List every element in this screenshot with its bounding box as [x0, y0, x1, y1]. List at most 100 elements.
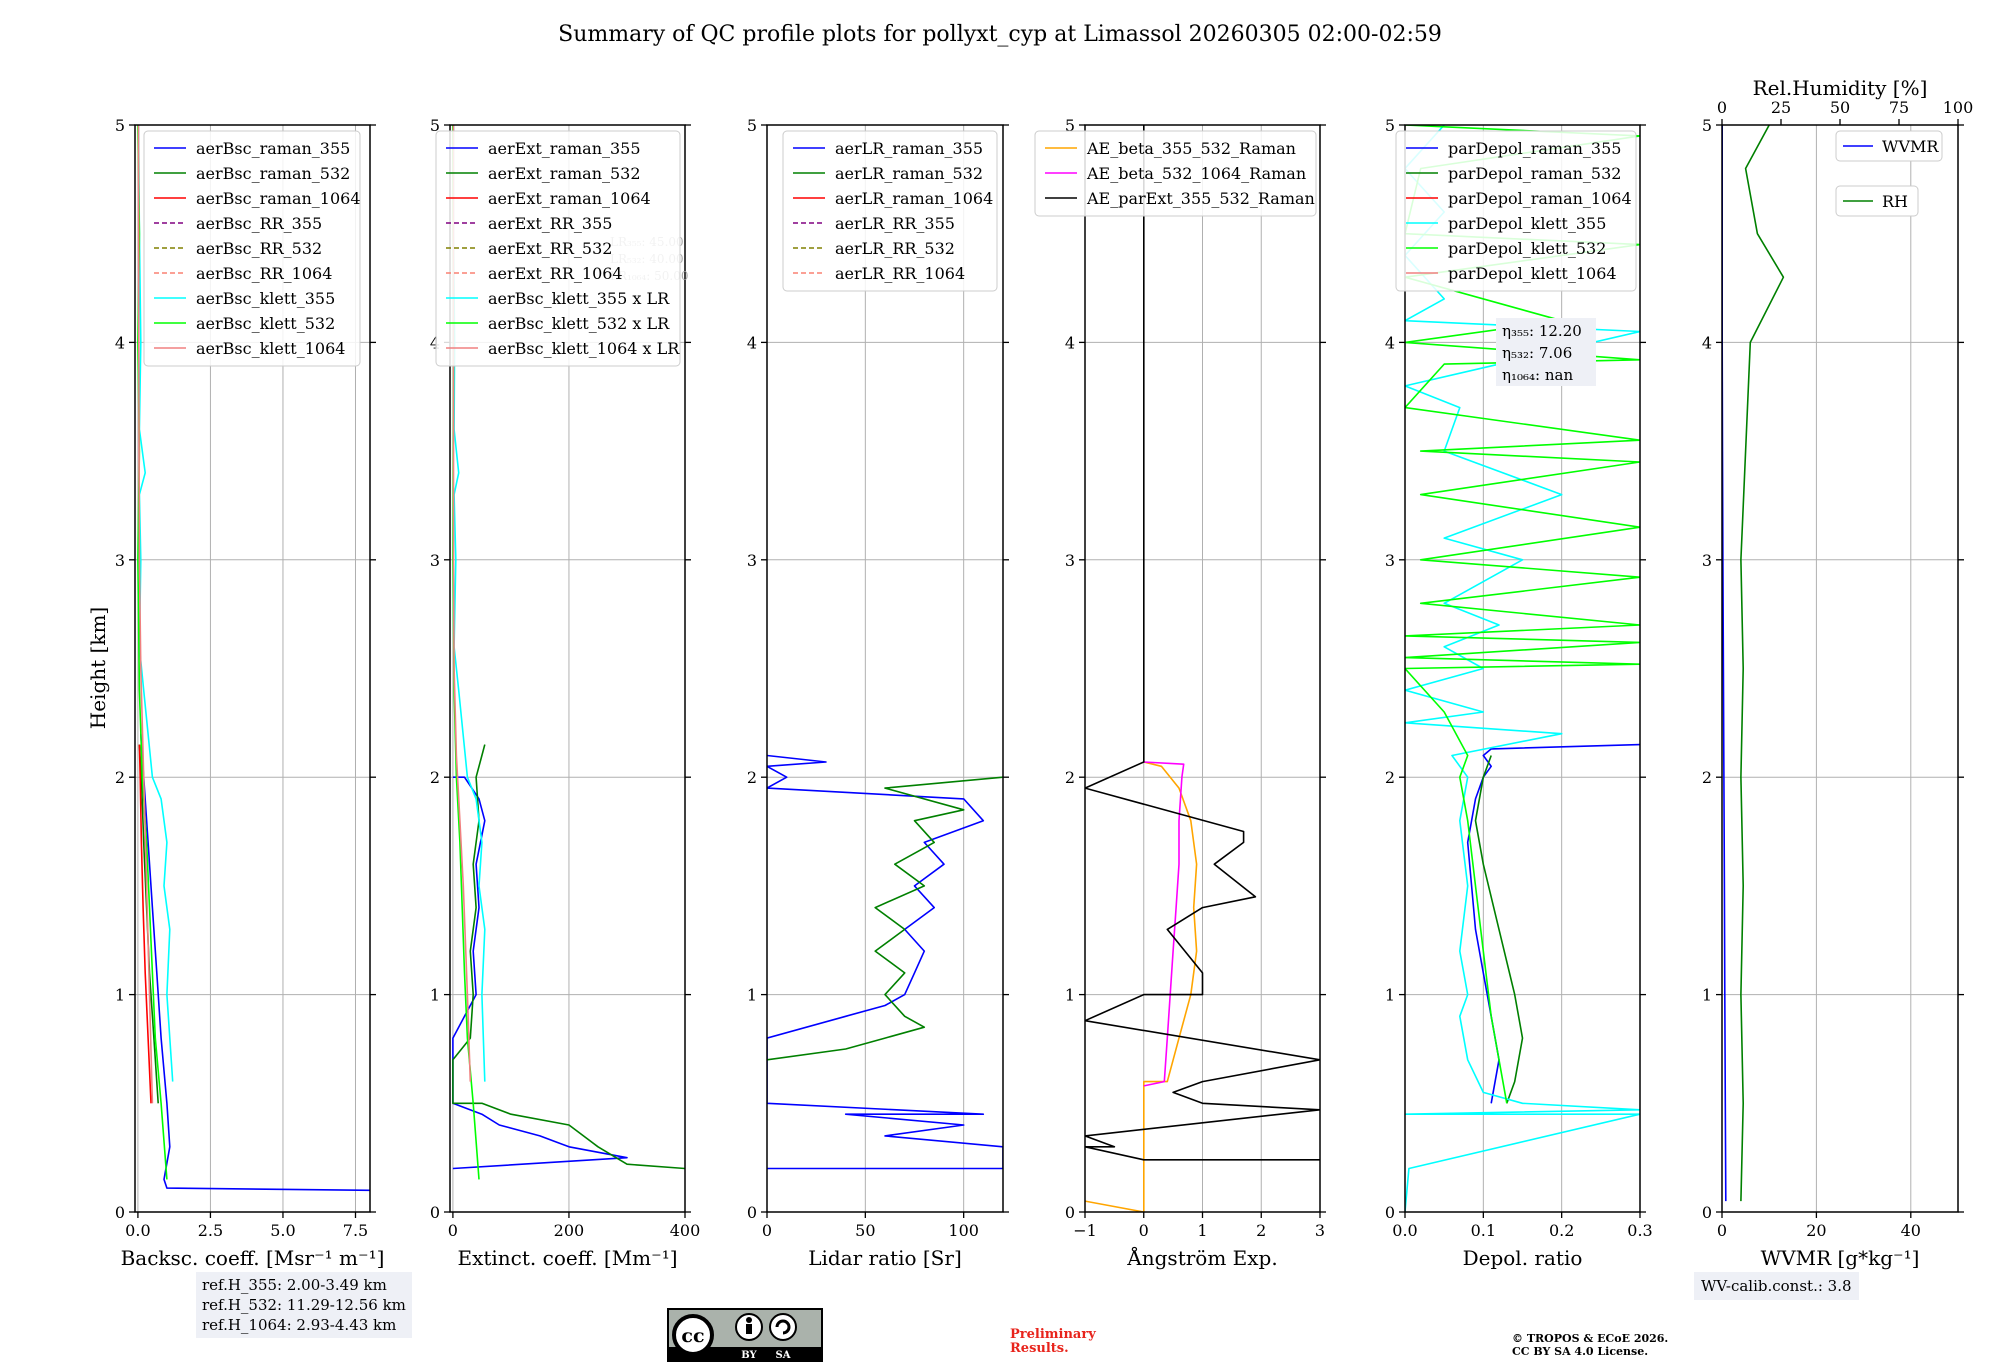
y-tick-label: 5	[1065, 116, 1075, 135]
y-tick-label: 3	[747, 551, 757, 570]
legend-label: aerExt_RR_1064	[488, 264, 623, 283]
series-group	[137, 125, 370, 1192]
series-aerBsc_klett_355 x LR	[452, 125, 486, 1082]
legend-label: aerBsc_raman_532	[196, 164, 350, 183]
y-axis-label: Height [km]	[86, 607, 110, 729]
x-axis-label: Backsc. coeff. [Msr⁻¹ m⁻¹]	[121, 1246, 385, 1270]
y-tick-label: 3	[1065, 551, 1075, 570]
legend-label: aerBsc_RR_355	[196, 214, 322, 233]
y-tick-label: 2	[1385, 768, 1395, 787]
y-tick-label: 0	[1385, 1203, 1395, 1222]
y-tick-label: 2	[1065, 768, 1075, 787]
legend-label: parDepol_raman_1064	[1448, 189, 1632, 208]
x-axis-label: WVMR [g*kg⁻¹]	[1761, 1246, 1920, 1270]
x-tick-label: 0.3	[1627, 1221, 1652, 1240]
share-alike-icon	[769, 1313, 797, 1341]
legend-label: aerBsc_klett_532 x LR	[488, 314, 670, 333]
svg-text:cc: cc	[681, 1325, 704, 1347]
x-tick-label: 100	[948, 1221, 979, 1240]
series-parDepol_raman_355	[1466, 743, 1640, 1104]
legend-label: aerLR_raman_532	[835, 164, 983, 183]
y-tick-label: 4	[1385, 333, 1395, 352]
axes-frame	[1721, 124, 1959, 1213]
legend-label: aerLR_RR_532	[835, 239, 955, 258]
x-tick-label: 0	[1139, 1221, 1149, 1240]
legend-label: AE_beta_532_1064_Raman	[1086, 164, 1306, 183]
legend-box	[1835, 130, 1943, 162]
legend-label: parDepol_raman_532	[1448, 164, 1621, 183]
y-tick-label: 4	[1702, 333, 1712, 352]
y-tick-label: 4	[1065, 333, 1075, 352]
legend: parDepol_raman_355 parDepol_raman_532 parD…	[1395, 130, 1637, 292]
axes-frame	[766, 124, 1004, 1213]
y-tick-label: 3	[1385, 551, 1395, 570]
legend-label: parDepol_klett_355	[1448, 214, 1606, 233]
series-parDepol_raman_532	[1474, 755, 1524, 1104]
legend-label: aerBsc_raman_1064	[196, 189, 361, 208]
x-tick-label: 7.5	[343, 1221, 368, 1240]
legend-box	[1034, 130, 1317, 217]
x-axis-label: Ångström Exp.	[1126, 1245, 1277, 1270]
legend-label: aerExt_raman_1064	[488, 189, 651, 208]
legend-label: parDepol_raman_355	[1448, 139, 1621, 158]
x-axis-label: Extinct. coeff. [Mm⁻¹]	[457, 1246, 677, 1270]
y-tick-label: 0	[1702, 1203, 1712, 1222]
figure-title: Summary of QC profile plots for pollyxt_…	[558, 22, 1442, 47]
legend: aerLR_raman_355 aerLR_raman_532 aerLR_rama…	[782, 130, 998, 292]
y-tick-label: 0	[430, 1203, 440, 1222]
y-tick-label: 2	[1702, 768, 1712, 787]
legend-label: aerBsc_klett_1064	[196, 339, 345, 358]
x-tick-label: 3	[1315, 1221, 1325, 1240]
preliminary-note: Preliminary Results.	[1010, 1327, 1096, 1356]
x2-axis-label: Rel.Humidity [%]	[1753, 76, 1928, 100]
x-tick-label: 400	[670, 1221, 701, 1240]
y-tick-label: 5	[747, 116, 757, 135]
y-tick-label: 4	[115, 333, 125, 352]
cc-by-label: BY	[741, 1350, 757, 1361]
cc-icon	[672, 1314, 714, 1356]
y-tick-label: 4	[747, 333, 757, 352]
series-group	[1085, 125, 1320, 1212]
x-tick-label: 2.5	[198, 1221, 223, 1240]
x2-tick-label: 50	[1830, 98, 1850, 117]
ref-height-532: ref.H_532: 11.29-12.56 km	[202, 1296, 406, 1314]
legend-label: parDepol_klett_532	[1448, 239, 1606, 258]
legend-label: aerBsc_RR_532	[196, 239, 322, 258]
ref-height-355: ref.H_355: 2.00-3.49 km	[202, 1276, 387, 1294]
legend: aerBsc_raman_355 aerBsc_raman_532 aerBsc_r…	[143, 130, 361, 367]
legend-label: aerBsc_RR_1064	[196, 264, 332, 283]
x2-tick-label: 75	[1889, 98, 1909, 117]
x-tick-label: 50	[855, 1221, 875, 1240]
x-tick-label: 0	[1717, 1221, 1727, 1240]
copyright-note: © TROPOS & ECoE 2026. CC BY SA 4.0 Licen…	[1512, 1332, 1669, 1358]
legend-rh: RH	[1835, 185, 1919, 217]
ref-height-box: ref.H_355: 2.00-3.49 km ref.H_532: 11.29…	[196, 1272, 412, 1338]
eta-text: η₁₀₆₄: nan	[1502, 366, 1573, 384]
series-aerBsc_klett_1064 x LR	[452, 125, 472, 1082]
eta-box: η₃₅₅: 12.20 η₅₃₂: 7.06 η₁₀₆₄: nan	[1496, 318, 1596, 386]
x-tick-label: 0.0	[1392, 1221, 1417, 1240]
legend-label: aerExt_RR_532	[488, 239, 612, 258]
series-aerLR_raman_355	[767, 754, 1003, 1170]
series-group	[1405, 125, 1640, 1212]
legend-box	[782, 130, 998, 292]
legend-label: aerBsc_klett_355	[196, 289, 335, 308]
x-tick-label: 20	[1806, 1221, 1826, 1240]
cc-sa-label: SA	[776, 1350, 791, 1361]
x-tick-label: 0.0	[125, 1221, 150, 1240]
y-tick-label: 5	[115, 116, 125, 135]
eta-text: η₅₃₂: 7.06	[1502, 344, 1572, 362]
legend-label: aerLR_raman_1064	[835, 189, 993, 208]
series-AE_parExt_355_532_Raman	[1085, 125, 1320, 1161]
legend-label: RH	[1882, 192, 1908, 211]
y-tick-label: 1	[1702, 986, 1712, 1005]
y-tick-label: 1	[115, 986, 125, 1005]
y-tick-label: 2	[115, 768, 125, 787]
legend-box	[1395, 130, 1637, 292]
x2-tick-label: 100	[1943, 98, 1974, 117]
x-tick-label: 5.0	[270, 1221, 295, 1240]
